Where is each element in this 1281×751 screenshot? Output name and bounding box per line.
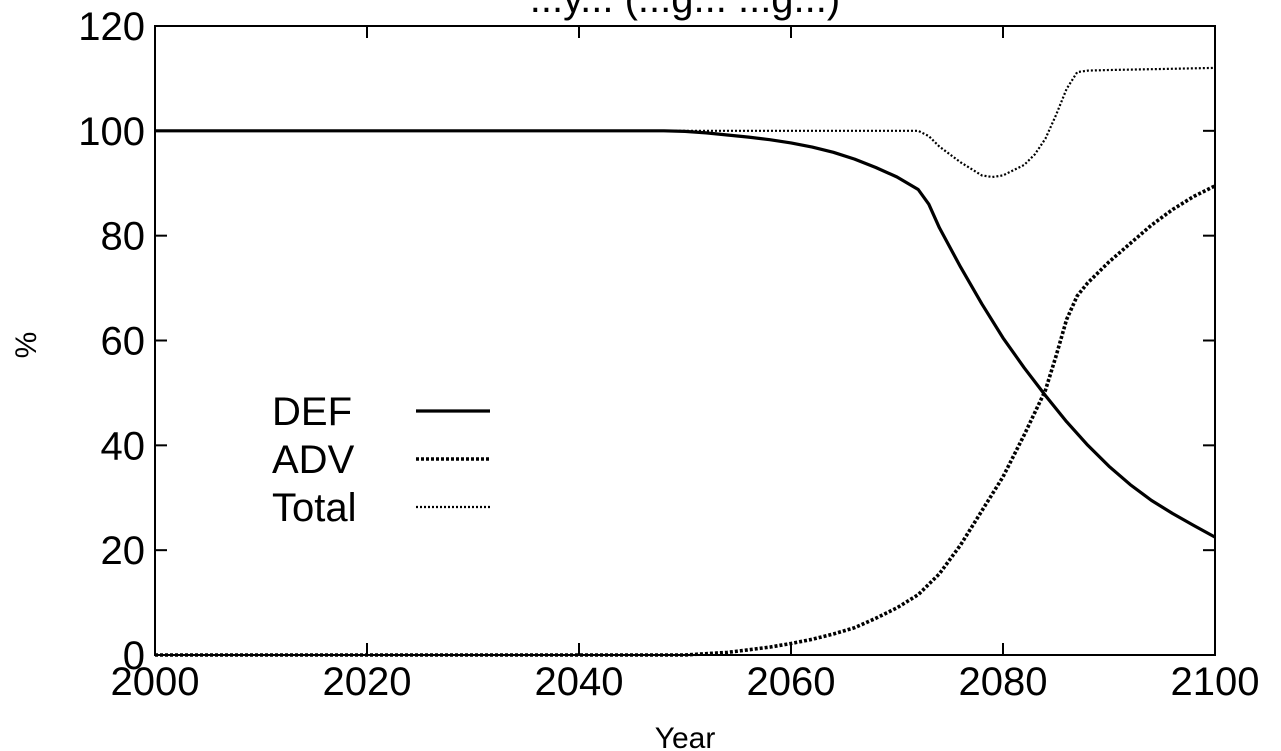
y-tick-label: 100 [78, 110, 145, 154]
series-lines [155, 66, 1216, 657]
x-tick-labels: 2000 2020 2040 2060 2080 2100 [111, 660, 1260, 704]
x-axis-label: Year [655, 722, 716, 751]
legend-label-total: Total [272, 486, 357, 530]
legend-label-adv: ADV [272, 438, 355, 482]
plot-frame [154, 25, 1216, 656]
x-tick-label: 2000 [111, 660, 200, 704]
y-tick-label: 60 [101, 320, 146, 364]
x-tick-label: 2100 [1171, 660, 1260, 704]
series-line-def [155, 129, 1216, 539]
y-tick-labels: 0 20 40 60 80 100 120 [78, 5, 145, 678]
chart-title: ...y... (...g... ...g...) [530, 0, 840, 21]
x-tick-label: 2060 [747, 660, 836, 704]
x-tick-label: 2040 [535, 660, 624, 704]
y-tick-label: 80 [101, 215, 146, 259]
tick-marks [154, 25, 1216, 656]
y-tick-label: 120 [78, 5, 145, 49]
x-tick-label: 2020 [323, 660, 412, 704]
y-axis-label: % [10, 332, 43, 359]
legend-label-def: DEF [272, 390, 352, 434]
series-line-total [155, 66, 1216, 179]
series-line-adv [155, 184, 1216, 657]
y-tick-label: 20 [101, 529, 146, 573]
x-tick-label: 2080 [959, 660, 1048, 704]
y-tick-label: 40 [101, 424, 146, 468]
y-tick-label: 0 [123, 634, 145, 678]
